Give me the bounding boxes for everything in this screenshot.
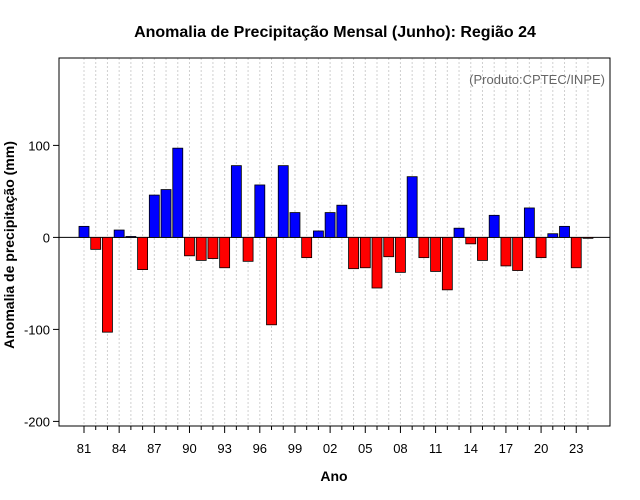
x-tick-label: 05 <box>358 441 372 456</box>
x-tick-label: 08 <box>393 441 407 456</box>
bar-2010 <box>418 236 430 259</box>
bar-2011 <box>430 236 442 272</box>
bar-1986 <box>137 236 149 270</box>
bar-2007 <box>383 236 395 258</box>
x-tick-label: 93 <box>217 441 231 456</box>
bar-2006 <box>371 236 383 289</box>
bar-1998 <box>277 165 289 238</box>
x-axis: 81 84 87 90 93 96 99 02 05 08 11 14 17 20 23 <box>77 426 589 456</box>
x-tick-label: 14 <box>464 441 478 456</box>
source-note: (Produto:CPTEC/INPE) <box>469 72 605 87</box>
y-tick-label: -100 <box>24 322 50 337</box>
bar-2005 <box>359 236 371 269</box>
plot-frame <box>58 57 611 427</box>
bar-2018 <box>512 236 524 271</box>
bar-1995 <box>242 236 254 262</box>
bar-2024 <box>582 236 594 239</box>
x-tick-label: 99 <box>288 441 302 456</box>
bar-2003 <box>336 204 348 238</box>
x-tick-label: 23 <box>569 441 583 456</box>
bar-2019 <box>523 207 535 238</box>
x-tick-label: 87 <box>147 441 161 456</box>
bar-1988 <box>160 189 172 238</box>
bar-2013 <box>453 227 465 238</box>
bar-2016 <box>488 214 500 238</box>
bar-1996 <box>254 184 266 238</box>
x-axis-label: Ano <box>320 468 347 484</box>
bar-2014 <box>465 236 477 245</box>
bar-2023 <box>570 236 582 269</box>
bar-2009 <box>406 176 418 238</box>
x-tick-label: 84 <box>112 441 126 456</box>
bar-1982 <box>90 236 102 250</box>
bar-1994 <box>230 165 242 238</box>
x-tick-label: 81 <box>77 441 91 456</box>
y-axis: -200 -100 0 100 <box>24 138 59 429</box>
bar-1997 <box>266 236 277 326</box>
bar-1990 <box>184 236 195 257</box>
x-tick-label: 17 <box>499 441 513 456</box>
bar-2004 <box>348 236 359 270</box>
bar-2017 <box>500 236 512 267</box>
bar-2008 <box>395 236 406 273</box>
bar-2020 <box>535 236 547 259</box>
y-axis-label: Anomalia de precipitação (mm) <box>1 141 17 349</box>
x-tick-label: 20 <box>534 441 548 456</box>
y-tick-label: 100 <box>28 138 50 153</box>
bar-1989 <box>172 147 184 238</box>
x-tick-label: 90 <box>182 441 196 456</box>
bar-1993 <box>219 236 231 269</box>
bar-2000 <box>301 236 313 259</box>
bar-1983 <box>102 236 113 333</box>
bar-2001 <box>312 230 324 238</box>
bar-1991 <box>195 236 207 261</box>
x-tick-label: 11 <box>429 441 443 456</box>
bar-1987 <box>148 194 160 238</box>
chart-title: Anomalia de Precipitação Mensal (Junho):… <box>134 24 536 41</box>
bars <box>78 147 594 333</box>
bar-2002 <box>324 212 336 238</box>
bar-1992 <box>207 236 219 259</box>
x-tick-label: 96 <box>253 441 267 456</box>
x-tick-label: 02 <box>323 441 337 456</box>
bar-2015 <box>477 236 488 261</box>
bar-2012 <box>441 236 453 291</box>
y-tick-label: 0 <box>43 230 50 245</box>
bar-1981 <box>78 225 90 238</box>
y-tick-label: -200 <box>24 414 50 429</box>
bar-2022 <box>559 225 570 238</box>
bar-1985 <box>125 236 137 238</box>
bar-1984 <box>113 229 125 238</box>
bar-2021 <box>547 233 559 238</box>
bar-1999 <box>289 212 301 238</box>
